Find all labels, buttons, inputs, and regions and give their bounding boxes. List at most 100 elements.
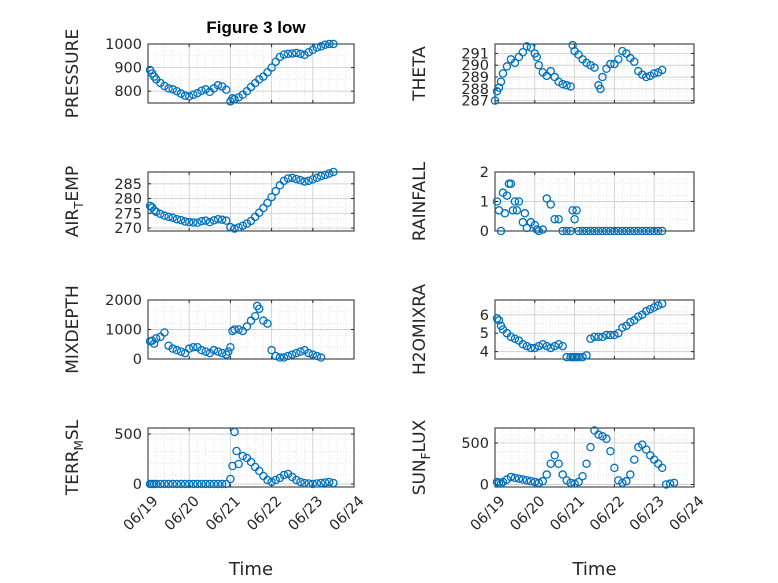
data-point [263, 198, 272, 208]
data-point [213, 81, 223, 90]
data-point [308, 45, 318, 55]
data-point [506, 472, 516, 482]
data-point [522, 341, 532, 351]
data-point [287, 350, 297, 359]
data-point [594, 332, 603, 342]
y-tick-label: 275 [114, 206, 142, 222]
data-point [602, 226, 611, 236]
data-point [630, 455, 639, 464]
subplot-terr-msl: 0 500 06/19 06/20 06/21 06/22 06/23 06/24 Time TE… [63, 419, 368, 580]
data-point [508, 206, 518, 215]
data-point [283, 49, 293, 59]
data-point [156, 209, 165, 219]
y-tick-label: 1000 [105, 37, 142, 53]
data-point [296, 347, 305, 356]
data-point [316, 42, 326, 51]
data-point [641, 226, 651, 236]
data-point [645, 226, 655, 236]
data-point [156, 479, 165, 489]
data-point [610, 330, 619, 340]
data-point [498, 69, 508, 78]
data-point [201, 347, 210, 356]
data-point [578, 471, 587, 481]
data-point [542, 341, 551, 351]
data-point [180, 91, 190, 100]
data-point [325, 477, 334, 487]
data-point [502, 62, 512, 71]
axes-box [494, 299, 695, 360]
data-point [230, 325, 239, 334]
data-point [197, 345, 206, 355]
data-point [550, 451, 559, 460]
data-point [230, 94, 239, 104]
data-point [534, 226, 544, 236]
data-point [590, 226, 599, 236]
data-point [562, 81, 571, 90]
data-point [320, 170, 330, 180]
data-point [296, 49, 305, 59]
data-point [630, 57, 639, 66]
data-point [201, 216, 210, 225]
data-point [520, 209, 530, 218]
data-point [574, 226, 583, 236]
data-point [641, 445, 651, 454]
data-point [267, 63, 276, 72]
data-point [634, 312, 643, 321]
data-point [598, 226, 607, 236]
data-point [494, 83, 504, 92]
data-point [180, 479, 190, 489]
data-point [259, 203, 268, 213]
data-point [570, 214, 579, 224]
data-point [300, 478, 309, 488]
plot-area [148, 172, 354, 231]
data-point [267, 477, 276, 487]
data-point [316, 353, 326, 362]
data-point [534, 478, 544, 488]
data-point [149, 339, 159, 348]
data-point [530, 477, 540, 487]
data-series [145, 427, 338, 489]
y-tick-label: 0 [480, 224, 489, 240]
y-axis-label: SUNFLUX [410, 419, 433, 495]
data-point [598, 332, 607, 342]
data-point [558, 79, 567, 89]
axes-box [494, 427, 695, 488]
y-tick-label: 500 [114, 427, 142, 443]
data-point [638, 226, 647, 236]
data-point [172, 479, 182, 489]
data-point [534, 341, 544, 351]
data-series [490, 40, 667, 105]
data-point [160, 328, 169, 337]
data-point [518, 475, 528, 484]
data-point [312, 43, 322, 52]
subplot-pressure: 800 900 1000 PRESSURE [63, 29, 355, 118]
data-point [502, 191, 512, 200]
data-point [283, 174, 293, 183]
y-tick-label: 285 [114, 177, 142, 193]
data-point [217, 479, 227, 489]
data-series [492, 426, 679, 489]
data-point [308, 479, 318, 489]
y-tick-label: 6 [480, 308, 489, 324]
data-point [292, 48, 301, 58]
data-point [209, 479, 219, 489]
x-tick-label: 06/20 [162, 493, 203, 534]
y-tick-label: 290 [461, 58, 489, 74]
axes-box [147, 427, 355, 488]
y-tick-label: 289 [461, 70, 489, 86]
y-tick-label: 2000 [105, 293, 142, 309]
data-point [320, 478, 330, 487]
data-point [532, 225, 542, 234]
data-point [566, 478, 575, 488]
data-point [300, 177, 309, 186]
y-axis-label: TERRMSL [63, 419, 86, 496]
data-point [242, 322, 252, 331]
data-point [304, 348, 313, 358]
figure-title: Figure 3 low [206, 18, 306, 37]
data-point [526, 43, 536, 52]
data-point [618, 323, 627, 332]
data-point [304, 479, 313, 488]
data-point [312, 479, 322, 488]
